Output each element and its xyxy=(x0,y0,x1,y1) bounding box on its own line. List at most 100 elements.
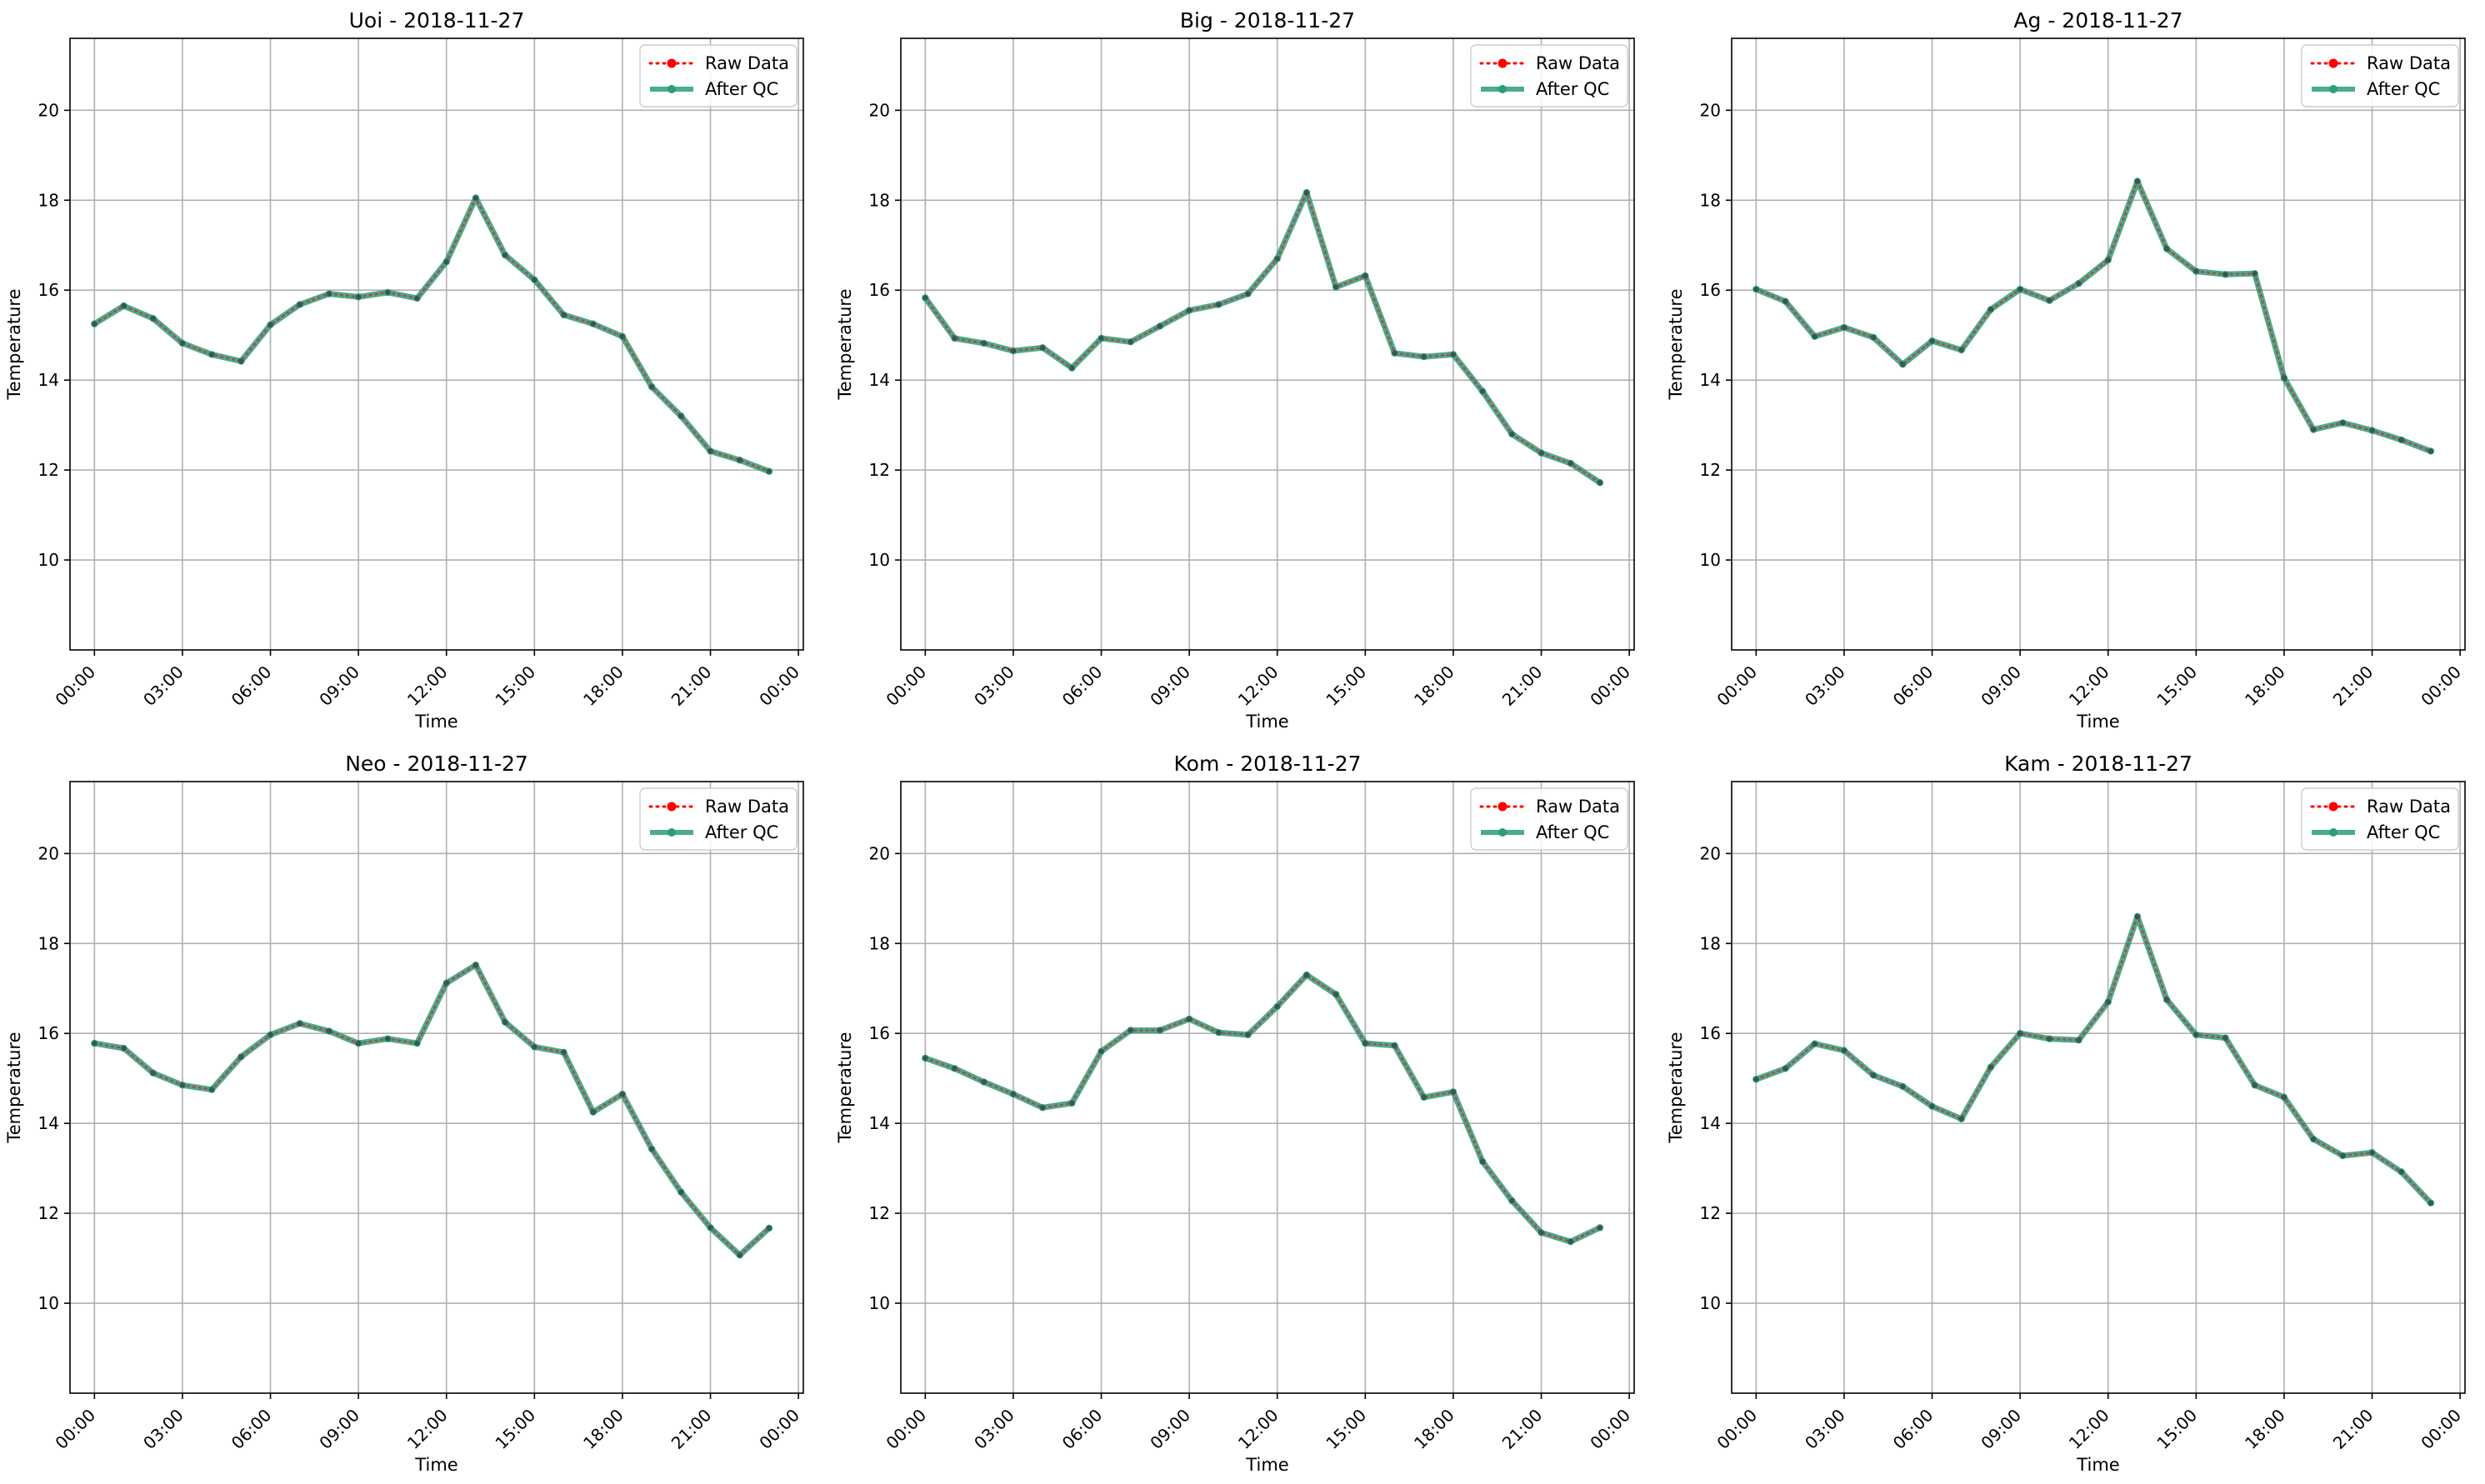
x-axis-label: Time xyxy=(2076,712,2119,732)
data-point-raw-data xyxy=(590,321,596,327)
data-point-raw-data xyxy=(2134,913,2141,920)
x-tick-label: 09:00 xyxy=(315,1405,363,1453)
data-point-raw-data xyxy=(1245,291,1251,297)
legend-marker-after-qc xyxy=(2329,85,2338,93)
series-line-after-qc xyxy=(1752,178,2434,454)
x-tick-label: 06:00 xyxy=(228,662,276,710)
x-tick-label: 00:00 xyxy=(882,662,930,710)
data-point-raw-data xyxy=(443,259,449,265)
data-point-raw-data xyxy=(1782,298,1788,304)
data-point-raw-data xyxy=(1421,1094,1427,1101)
data-point-raw-data xyxy=(179,340,186,347)
data-point-raw-data xyxy=(678,1189,684,1195)
y-tick-label: 18 xyxy=(1700,933,1721,953)
x-tick-label: 00:00 xyxy=(1586,662,1634,710)
x-tick-label: 00:00 xyxy=(2417,662,2465,710)
legend-marker-raw-data xyxy=(1498,802,1508,812)
plot-frame xyxy=(69,781,804,1394)
data-point-raw-data xyxy=(2428,448,2434,454)
data-point-raw-data xyxy=(2340,420,2346,426)
y-tick-label: 16 xyxy=(869,1023,890,1043)
y-tick-label: 14 xyxy=(869,370,890,390)
legend: Raw Data After QC xyxy=(1470,44,1628,107)
data-point-raw-data xyxy=(1812,1041,1818,1047)
data-point-raw-data xyxy=(1870,334,1877,341)
data-point-raw-data xyxy=(1098,1048,1104,1055)
y-tick-label: 18 xyxy=(869,933,890,953)
plot-frame xyxy=(69,37,804,651)
x-tick-label: 21:00 xyxy=(2329,662,2378,710)
x-tick-label: 21:00 xyxy=(1498,662,1547,710)
series-raw-data xyxy=(92,195,772,474)
series-after-qc xyxy=(1752,177,2435,455)
data-point-raw-data xyxy=(648,384,655,390)
data-point-raw-data xyxy=(414,295,420,302)
data-point-raw-data xyxy=(2017,1031,2023,1037)
data-point-raw-data xyxy=(1479,388,1486,394)
plot-frame xyxy=(1731,781,2466,1394)
data-point-raw-data xyxy=(2017,286,2023,292)
x-axis-label: Time xyxy=(1245,712,1288,732)
data-point-raw-data xyxy=(414,1040,420,1047)
chart-panel-2: Big - 2018-11-27 00:00 03:00 06:00 09:00 12:0… xyxy=(835,8,1635,732)
legend: Raw Data After QC xyxy=(2301,44,2459,107)
y-tick-label: 18 xyxy=(38,933,59,953)
y-tick-label: 10 xyxy=(1700,1293,1721,1313)
data-point-raw-data xyxy=(2222,272,2228,277)
data-point-raw-data xyxy=(1929,338,1935,344)
data-point-raw-data xyxy=(2222,1035,2228,1041)
series-after-qc xyxy=(922,188,1604,487)
legend-marker-after-qc xyxy=(1498,85,1507,93)
series-after-qc xyxy=(1752,912,2435,1207)
data-point-raw-data xyxy=(92,1040,98,1047)
series-line-raw-data xyxy=(93,195,771,473)
data-point-raw-data xyxy=(150,316,156,322)
x-tick-label: 03:00 xyxy=(1801,662,1849,710)
x-tick-label: 03:00 xyxy=(1801,1405,1849,1453)
y-tick-label: 14 xyxy=(38,370,59,390)
data-point-raw-data xyxy=(1509,431,1515,437)
x-tick-label: 12:00 xyxy=(1234,1405,1282,1453)
x-tick-label: 15:00 xyxy=(1322,1405,1370,1453)
data-point-raw-data xyxy=(2398,437,2404,443)
data-point-raw-data xyxy=(1332,284,1339,290)
data-point-raw-data xyxy=(981,1079,987,1085)
series-line-raw-data xyxy=(924,189,1602,484)
data-point-raw-data xyxy=(1812,333,1818,340)
x-tick-label: 00:00 xyxy=(2417,1405,2465,1453)
chart-title: Big - 2018-11-27 xyxy=(1180,8,1355,32)
legend-marker-raw-data xyxy=(2328,58,2338,68)
x-tick-label: 00:00 xyxy=(1712,662,1761,710)
y-tick-label: 12 xyxy=(1700,1203,1721,1223)
data-point-raw-data xyxy=(1216,302,1222,307)
data-point-raw-data xyxy=(1392,1042,1398,1049)
x-tick-label: 12:00 xyxy=(403,1405,452,1453)
y-axis-label: Temperature xyxy=(1666,1032,1686,1143)
data-point-raw-data xyxy=(208,352,215,357)
data-point-raw-data xyxy=(1753,286,1759,292)
data-point-raw-data xyxy=(590,1109,596,1115)
data-point-raw-data xyxy=(502,252,508,258)
data-point-raw-data xyxy=(1303,972,1310,978)
series-line-after-qc xyxy=(91,195,772,475)
data-point-raw-data xyxy=(737,457,742,463)
data-point-raw-data xyxy=(2076,1037,2082,1043)
x-tick-label: 12:00 xyxy=(1234,662,1282,710)
y-tick-label: 20 xyxy=(869,843,890,863)
data-point-raw-data xyxy=(2105,257,2111,263)
x-tick-label: 18:00 xyxy=(579,1405,628,1453)
x-tick-label: 03:00 xyxy=(139,662,188,710)
x-tick-label: 18:00 xyxy=(2241,662,2289,710)
x-tick-label: 18:00 xyxy=(1410,1405,1458,1453)
data-point-raw-data xyxy=(1988,1064,1994,1070)
data-point-raw-data xyxy=(1186,1016,1192,1022)
data-point-raw-data xyxy=(2428,1200,2434,1206)
data-point-raw-data xyxy=(2163,246,2170,252)
x-axis-label: Time xyxy=(1245,1455,1288,1475)
x-tick-label: 06:00 xyxy=(1058,662,1107,710)
y-axis-label: Temperature xyxy=(835,288,855,400)
legend-marker-raw-data xyxy=(1498,58,1508,68)
legend-label-raw-data: Raw Data xyxy=(1536,53,1620,73)
data-point-raw-data xyxy=(1216,1029,1222,1036)
data-point-raw-data xyxy=(92,321,98,327)
